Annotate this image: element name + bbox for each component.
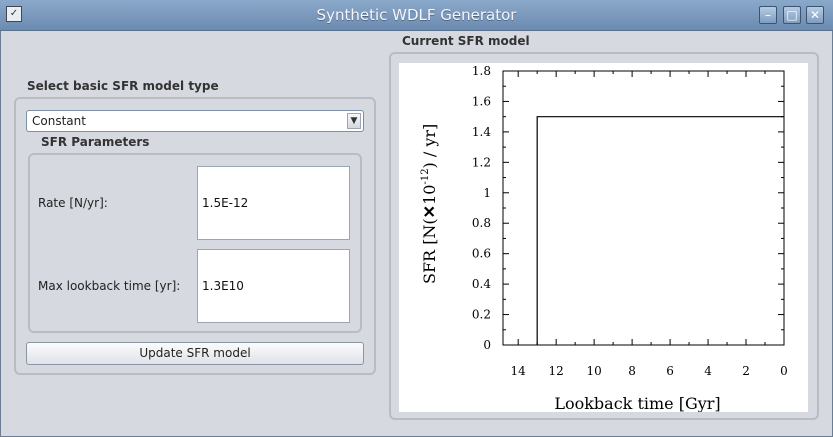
lookback-input[interactable]: 1.3E10: [197, 249, 350, 323]
plot-frame: [502, 70, 785, 346]
y-tick-label: 1.8: [472, 64, 491, 78]
rate-input-value: 1.5E-12: [202, 196, 249, 210]
rate-input[interactable]: 1.5E-12: [197, 166, 350, 240]
minimize-button[interactable]: –: [759, 6, 777, 24]
model-type-select-value: Constant: [32, 114, 86, 128]
x-axis-label: Lookback time [Gyr]: [554, 394, 720, 412]
x-tick-label: 0: [780, 364, 788, 378]
update-sfr-button[interactable]: Update SFR model: [26, 342, 364, 365]
y-tick-label: 0: [483, 338, 491, 352]
x-tick-label: 4: [704, 364, 712, 378]
y-tick-label: 1.4: [472, 125, 491, 139]
chevron-down-icon[interactable]: ▼: [347, 113, 361, 129]
close-button[interactable]: ✕: [806, 6, 824, 24]
app-icon[interactable]: ✓: [6, 6, 22, 22]
y-tick-label: 0.2: [472, 308, 491, 322]
current-model-label: Current SFR model: [402, 34, 530, 48]
y-tick-label: 1.2: [472, 155, 491, 169]
y-tick-label: 0.6: [472, 247, 491, 261]
model-type-select[interactable]: Constant ▼: [26, 110, 364, 132]
x-tick-label: 8: [628, 364, 636, 378]
lookback-input-value: 1.3E10: [202, 279, 244, 293]
sfr-plot: 0 0.2 0.4 0.6 0.8 1 1.2 1.4 1.6 1.8 14 12 10 8 6 4 2 0 Loo…: [399, 63, 808, 412]
rate-label: Rate [N/yr]:: [38, 196, 108, 210]
y-axis-label: SFR [N(✕10-12) / yr]: [420, 124, 439, 284]
y-tick-label: 1.6: [472, 94, 491, 108]
window-title: Synthetic WDLF Generator: [316, 6, 517, 24]
x-tick-label: 14: [511, 364, 527, 378]
sfr-chart: 0 0.2 0.4 0.6 0.8 1 1.2 1.4 1.6 1.8 14 12 10 8 6 4 2 0 Loo…: [420, 64, 788, 412]
x-tick-label: 10: [586, 364, 601, 378]
y-tick-label: 0.4: [472, 277, 491, 291]
y-tick-label: 0.8: [472, 216, 491, 230]
x-tick-label: 2: [742, 364, 750, 378]
y-tick-label: 1: [483, 186, 491, 200]
x-tick-label: 6: [666, 364, 674, 378]
title-bar[interactable]: ✓ Synthetic WDLF Generator – □ ✕: [0, 0, 833, 31]
x-tick-label: 12: [549, 364, 564, 378]
maximize-button[interactable]: □: [783, 6, 801, 24]
sfr-series-line: [536, 116, 784, 345]
lookback-label: Max lookback time [yr]:: [38, 279, 181, 293]
sfr-parameters-label: SFR Parameters: [41, 135, 150, 149]
model-type-label: Select basic SFR model type: [27, 79, 219, 93]
